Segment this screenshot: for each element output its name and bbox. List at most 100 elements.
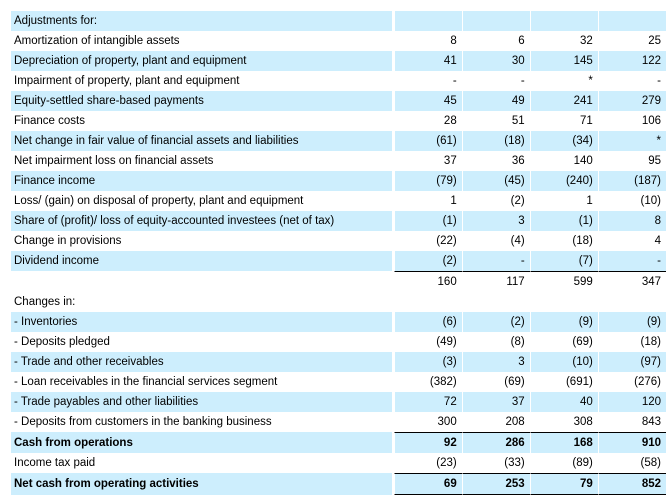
value-cell: (10) [597,191,666,211]
row-label: Amortization of intangible assets [11,31,394,51]
value-cell: - [461,71,530,91]
value-cell: (8) [461,332,530,352]
value-cell: 30 [461,51,530,71]
row-label: Net cash from operating activities [11,473,394,495]
row-label: Loss/ (gain) on disposal of property, pl… [11,191,394,211]
row-label: Income tax paid [11,453,394,473]
table-row: Depreciation of property, plant and equi… [11,51,666,71]
value-cell [597,11,666,31]
value-cell: (9) [529,312,598,332]
value-cell: (2) [461,191,530,211]
value-cell: 286 [461,432,530,453]
table-row: Dividend income (2) - (7) - [11,251,666,271]
row-label: - Deposits pledged [11,332,394,352]
value-cell: 6 [461,31,530,51]
value-cell [529,292,598,312]
value-cell: * [529,71,598,91]
value-cell [597,292,666,312]
row-label: - Trade and other receivables [11,352,394,372]
value-cell: 3 [461,211,530,231]
value-cell: 37 [461,392,530,412]
value-cell: 117 [461,271,530,292]
row-label [11,271,394,292]
value-cell: 49 [461,91,530,111]
table-row: - Trade payables and other liabilities 72… [11,392,666,412]
value-cell: 910 [597,432,666,453]
value-cell: 72 [393,392,462,412]
row-label: - Trade payables and other liabilities [11,392,394,412]
value-cell: (382) [393,372,462,392]
value-cell: (6) [393,312,462,332]
cash-flow-table: Adjustments for: Amortization of intangib… [11,11,666,495]
value-cell: 45 [393,91,462,111]
value-cell: 95 [597,151,666,171]
value-cell [393,11,462,31]
value-cell: 843 [597,412,666,432]
table-row: Change in provisions (22) (4) (18) 4 [11,231,666,251]
row-label: Adjustments for: [11,11,394,31]
value-cell: 40 [529,392,598,412]
table-row: Net change in fair value of financial as… [11,131,666,151]
table-row: Finance costs 28 51 71 106 [11,111,666,131]
value-cell [393,292,462,312]
value-cell: 852 [597,473,666,495]
value-cell: 28 [393,111,462,131]
value-cell: 145 [529,51,598,71]
value-cell: (18) [461,131,530,151]
value-cell: 1 [393,191,462,211]
table-row: - Trade and other receivables (3) 3 (10) (97… [11,352,666,372]
table-row: Net cash from operating activities 69 253 7… [11,473,666,495]
value-cell: (187) [597,171,666,191]
value-cell: (61) [393,131,462,151]
value-cell [461,11,530,31]
row-label: - Deposits from customers in the banking… [11,412,394,432]
value-cell: (18) [597,332,666,352]
value-cell: (240) [529,171,598,191]
table-row: Loss/ (gain) on disposal of property, pl… [11,191,666,211]
value-cell: 71 [529,111,598,131]
value-cell: 599 [529,271,598,292]
value-cell: - [393,71,462,91]
value-cell: 308 [529,412,598,432]
row-label: Net impairment loss on financial assets [11,151,394,171]
row-label: Impairment of property, plant and equipm… [11,71,394,91]
value-cell: (22) [393,231,462,251]
value-cell: 253 [461,473,530,495]
value-cell: (276) [597,372,666,392]
value-cell: - [461,251,530,271]
value-cell: 32 [529,31,598,51]
table-row: Equity-settled share-based payments 45 49 2… [11,91,666,111]
value-cell: (3) [393,352,462,372]
value-cell: (18) [529,231,598,251]
value-cell: (79) [393,171,462,191]
table-row: - Inventories (6) (2) (9) (9) [11,312,666,332]
value-cell: (33) [461,453,530,473]
value-cell: (2) [461,312,530,332]
value-cell [529,11,598,31]
value-cell: 347 [597,271,666,292]
row-label: Share of (profit)/ loss of equity-accoun… [11,211,394,231]
row-label: Changes in: [11,292,394,312]
table-row: - Loan receivables in the financial serv… [11,372,666,392]
table-row: Amortization of intangible assets 8 6 32 25 [11,31,666,51]
row-label: - Loan receivables in the financial serv… [11,372,394,392]
row-label: Finance income [11,171,394,191]
value-cell: 140 [529,151,598,171]
table-row: - Deposits from customers in the banking… [11,412,666,432]
value-cell: 1 [529,191,598,211]
value-cell: 41 [393,51,462,71]
value-cell: - [597,251,666,271]
value-cell: (69) [461,372,530,392]
value-cell: 279 [597,91,666,111]
value-cell: 69 [393,473,462,495]
table-row: - Deposits pledged (49) (8) (69) (18) [11,332,666,352]
value-cell: 160 [393,271,462,292]
value-cell: 92 [393,432,462,453]
table-row: Changes in: [11,292,666,312]
row-label: - Inventories [11,312,394,332]
value-cell: (7) [529,251,598,271]
value-cell: (69) [529,332,598,352]
table-row: Income tax paid (23) (33) (89) (58) [11,453,666,473]
value-cell: 25 [597,31,666,51]
value-cell: 3 [461,352,530,372]
